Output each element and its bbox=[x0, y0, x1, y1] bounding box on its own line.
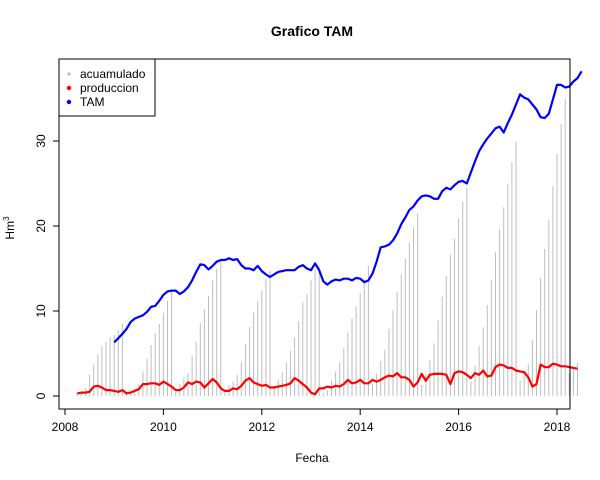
x-tick-label: 2014 bbox=[347, 420, 374, 434]
x-axis: 2008 2010 2012 2014 2016 2018 bbox=[52, 408, 571, 434]
legend-marker-TAM bbox=[66, 99, 72, 105]
legend-label-acuamulado: acuamulado bbox=[80, 67, 146, 81]
legend-label-produccion: produccion bbox=[80, 81, 139, 95]
x-tick-label: 2012 bbox=[248, 420, 275, 434]
y-tick-label: 10 bbox=[34, 304, 48, 318]
y-tick-label: 30 bbox=[34, 134, 48, 148]
y-tick-label: 20 bbox=[34, 219, 48, 233]
x-axis-label: Fecha bbox=[295, 451, 329, 465]
x-tick-label: 2016 bbox=[445, 420, 472, 434]
series-line-TAM bbox=[113, 70, 583, 344]
y-axis-label-superscript: 3 bbox=[2, 216, 11, 221]
svg-text:Hm3: Hm3 bbox=[2, 216, 17, 240]
y-axis-label: Hm3 bbox=[2, 216, 17, 240]
series-line-produccion bbox=[77, 362, 578, 396]
legend-marker-produccion bbox=[66, 85, 72, 91]
y-tick-label: 0 bbox=[34, 392, 48, 399]
y-axis-label-text: Hm bbox=[3, 221, 17, 240]
x-tick-label: 2018 bbox=[544, 420, 571, 434]
x-tick-label: 2008 bbox=[52, 420, 79, 434]
legend-label-TAM: TAM bbox=[80, 95, 104, 109]
series-acuamulado bbox=[76, 98, 578, 396]
legend-box bbox=[58, 58, 156, 117]
chart-title: Grafico TAM bbox=[271, 23, 353, 39]
x-tick-label: 2010 bbox=[150, 420, 177, 434]
legend-marker-acuamulado bbox=[67, 72, 71, 76]
y-axis: 0 10 20 30 bbox=[34, 134, 60, 399]
